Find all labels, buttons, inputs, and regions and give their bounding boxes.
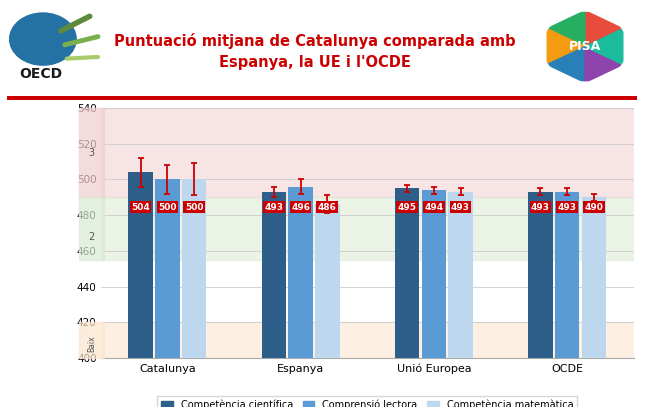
Text: 493: 493 <box>265 203 283 212</box>
Bar <box>422 190 446 358</box>
Bar <box>101 197 634 260</box>
Text: 493: 493 <box>558 203 577 212</box>
Bar <box>315 204 339 358</box>
Bar <box>79 108 104 197</box>
Text: 494: 494 <box>424 203 443 212</box>
Text: 3: 3 <box>88 148 94 158</box>
Text: 495: 495 <box>398 203 417 212</box>
Bar <box>101 322 634 358</box>
Text: 490: 490 <box>584 203 603 212</box>
Bar <box>395 188 419 358</box>
Text: 486: 486 <box>318 203 337 212</box>
Text: OECD: OECD <box>19 68 62 81</box>
Text: 504: 504 <box>131 203 150 212</box>
Bar <box>289 186 313 358</box>
Bar <box>555 192 579 358</box>
Bar <box>0 108 650 197</box>
Bar <box>448 192 473 358</box>
Text: 2: 2 <box>88 232 94 242</box>
Polygon shape <box>585 46 623 83</box>
Bar <box>79 197 104 260</box>
Text: Baix: Baix <box>86 335 96 352</box>
Bar <box>262 192 286 358</box>
Text: Puntuació mitjana de Catalunya comparada amb
Espanya, la UE i l'OCDE: Puntuació mitjana de Catalunya comparada… <box>114 33 516 70</box>
Polygon shape <box>547 11 585 46</box>
Legend: Competència científica, Comprensió lectora, Competència matemàtica: Competència científica, Comprensió lecto… <box>157 396 577 407</box>
Text: 500: 500 <box>158 203 177 212</box>
Polygon shape <box>585 28 623 65</box>
Text: 496: 496 <box>291 203 310 212</box>
Bar <box>79 322 104 358</box>
Text: 493: 493 <box>451 203 470 212</box>
Bar <box>528 192 552 358</box>
Text: 493: 493 <box>531 203 550 212</box>
Polygon shape <box>547 28 585 65</box>
Bar <box>155 179 179 358</box>
Polygon shape <box>585 11 623 46</box>
Text: 500: 500 <box>185 203 203 212</box>
Bar <box>129 172 153 358</box>
Bar <box>582 197 606 358</box>
Bar <box>182 179 206 358</box>
Text: PISA: PISA <box>569 40 601 53</box>
Circle shape <box>10 13 76 65</box>
Polygon shape <box>547 46 585 83</box>
